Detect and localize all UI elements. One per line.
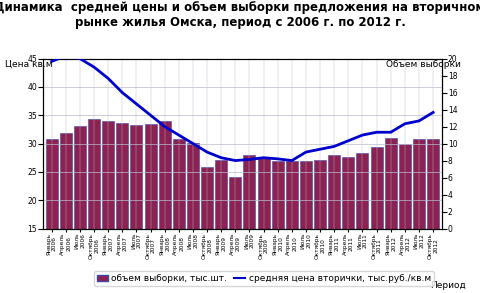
Text: Объем выборки: Объем выборки	[386, 60, 461, 69]
Bar	[258, 158, 270, 229]
Bar	[427, 139, 439, 229]
Bar	[215, 160, 227, 229]
Bar	[173, 139, 185, 229]
Bar	[357, 153, 369, 229]
Bar	[399, 144, 411, 229]
Bar	[229, 177, 241, 229]
Bar	[74, 126, 86, 229]
Bar	[46, 139, 58, 229]
Text: Динамика  средней цены и объем выборки предложения на вторичном
рынке жилья Омск: Динамика средней цены и объем выборки пр…	[0, 1, 480, 30]
Bar	[60, 132, 72, 229]
Bar	[201, 167, 213, 229]
Text: Цена кв.м: Цена кв.м	[5, 60, 52, 69]
Bar	[159, 121, 171, 229]
Bar	[413, 139, 425, 229]
Bar	[102, 121, 114, 229]
Bar	[88, 119, 100, 229]
Text: Период: Период	[430, 281, 466, 290]
Bar	[371, 147, 383, 229]
Legend: объем выборки, тыс.шт., средняя цена вторички, тыс.руб./кв.м: объем выборки, тыс.шт., средняя цена вто…	[94, 271, 434, 286]
Bar	[286, 161, 298, 229]
Bar	[385, 139, 397, 229]
Bar	[116, 123, 128, 229]
Bar	[187, 143, 199, 229]
Bar	[144, 124, 156, 229]
Bar	[328, 156, 340, 229]
Bar	[314, 160, 326, 229]
Bar	[131, 125, 143, 229]
Bar	[243, 155, 255, 229]
Bar	[300, 161, 312, 229]
Bar	[342, 157, 354, 229]
Bar	[272, 161, 284, 229]
